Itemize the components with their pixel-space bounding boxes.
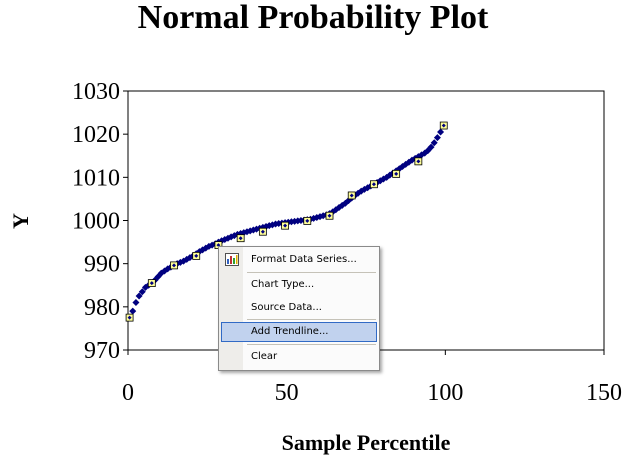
x-tick-label: 50	[275, 380, 299, 406]
y-tick-label: 1010	[72, 165, 120, 191]
menu-item-label: Add Trendline...	[251, 326, 329, 337]
menu-item-source-data[interactable]: Source Data...	[221, 298, 377, 318]
y-axis-label: Y	[8, 213, 33, 229]
data-point[interactable]	[416, 159, 421, 164]
data-point[interactable]	[349, 193, 354, 198]
data-point[interactable]	[305, 218, 310, 223]
format-data-series-icon	[225, 253, 239, 266]
menu-separator	[247, 272, 376, 273]
menu-icon-gutter	[219, 247, 243, 370]
data-point[interactable]	[441, 123, 446, 128]
y-tick-label: 1020	[72, 122, 120, 148]
data-point[interactable]	[194, 253, 199, 258]
data-point[interactable]	[427, 143, 435, 151]
menu-separator	[247, 319, 376, 320]
data-point[interactable]	[394, 171, 399, 176]
menu-item-chart-type[interactable]: Chart Type...	[221, 275, 377, 295]
menu-item-clear[interactable]: Clear	[221, 347, 377, 367]
menu-item-label: Format Data Series...	[251, 254, 357, 265]
menu-item-label: Clear	[251, 351, 278, 362]
menu-item-label: Chart Type...	[251, 279, 315, 290]
y-tick-label: 980	[84, 295, 120, 321]
menu-separator	[247, 344, 376, 345]
data-point[interactable]	[260, 229, 265, 234]
data-point[interactable]	[132, 299, 140, 307]
data-point[interactable]	[135, 292, 143, 300]
data-point[interactable]	[149, 281, 154, 286]
menu-item-add-trendline[interactable]: Add Trendline...	[221, 322, 377, 342]
x-tick-label: 100	[427, 380, 463, 406]
data-point[interactable]	[371, 182, 376, 187]
data-point[interactable]	[172, 263, 177, 268]
data-point[interactable]	[283, 223, 288, 228]
data-point[interactable]	[430, 139, 438, 147]
data-point[interactable]	[127, 315, 132, 320]
menu-item-format-data-series[interactable]: Format Data Series...	[221, 250, 377, 270]
data-point[interactable]	[437, 128, 445, 136]
y-tick-label: 990	[84, 252, 120, 278]
x-axis-label: Sample Percentile	[282, 430, 451, 455]
data-point[interactable]	[129, 307, 137, 315]
x-tick-label: 0	[122, 380, 134, 406]
context-menu: Format Data Series... Chart Type... Sour…	[218, 246, 380, 371]
y-tick-label: 1030	[72, 79, 120, 105]
menu-item-label: Source Data...	[251, 302, 322, 313]
y-tick-label: 1000	[72, 209, 120, 235]
data-point[interactable]	[238, 236, 243, 241]
data-point[interactable]	[249, 226, 257, 234]
data-point[interactable]	[327, 213, 332, 218]
data-series-highlight[interactable]	[125, 121, 448, 322]
x-tick-label: 150	[586, 380, 622, 406]
y-axis: 1030 1020 1010 1000 990 980 970	[72, 79, 128, 364]
data-point[interactable]	[138, 288, 146, 296]
y-tick-label: 970	[84, 338, 120, 364]
data-point[interactable]	[433, 134, 441, 142]
x-axis: 0 50 100 150	[122, 350, 622, 406]
chart-title: Normal Probability Plot	[138, 0, 489, 36]
